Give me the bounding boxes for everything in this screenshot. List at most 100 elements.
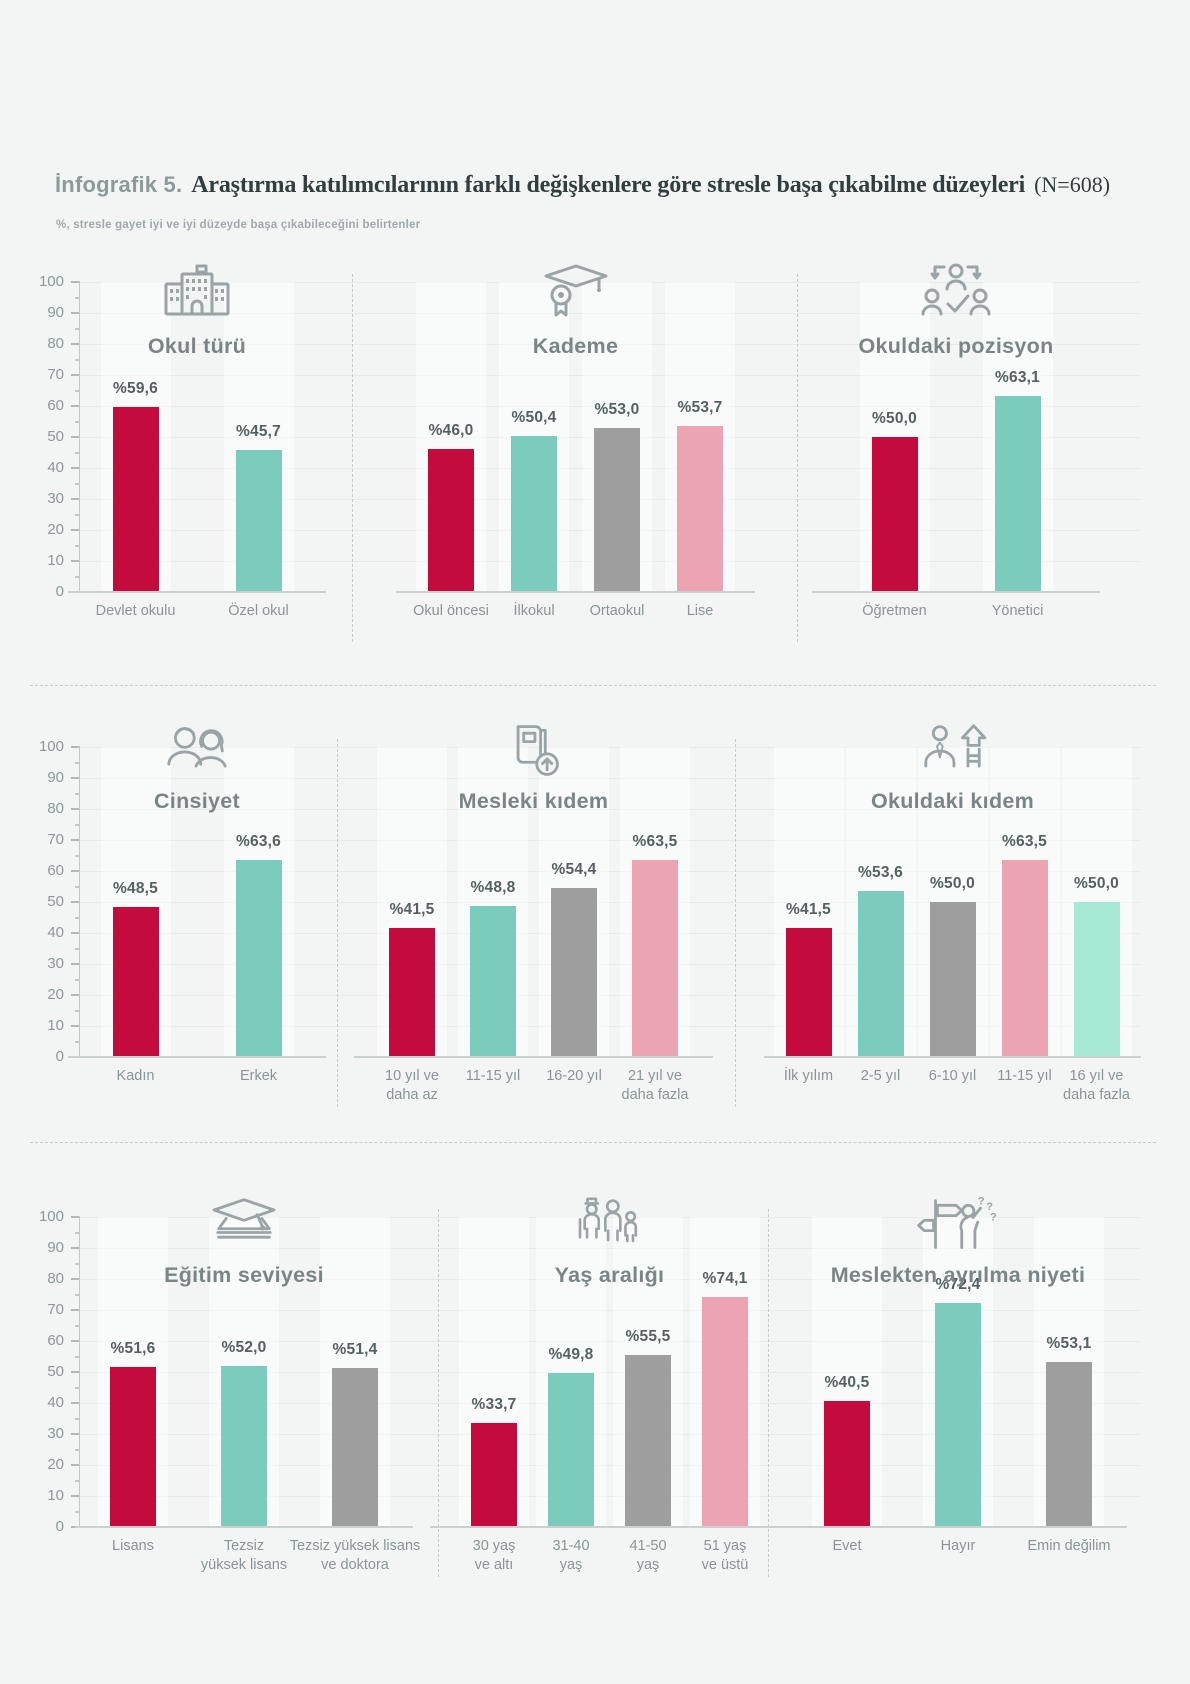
crossroads-person-icon: ? ? ? — [917, 1195, 997, 1249]
gridline — [80, 1248, 1140, 1249]
bar-group: %55,5 41-50 yaş — [613, 1217, 683, 1573]
bar-category-label: 2-5 yıl — [860, 1068, 901, 1084]
bar — [824, 1401, 870, 1527]
y-axis-tick — [71, 405, 80, 407]
y-axis-tick — [75, 451, 80, 454]
page-title: İnfografik 5. Araştırma katılımcılarının… — [55, 172, 1110, 199]
bar-category-label: 16 yıl ve daha fazla — [1063, 1068, 1130, 1103]
y-axis-tick — [75, 761, 80, 764]
y-axis-tick — [75, 1479, 80, 1482]
y-axis-tick — [75, 358, 80, 361]
chart-cinsiyet: Cinsiyet %48,5 Kadın %63,6 Erkek — [68, 715, 326, 1125]
page-title-text: Araştırma katılımcılarının farklı değişk… — [191, 172, 1026, 198]
y-axis-label: 10 — [47, 1487, 64, 1504]
y-axis-tick — [75, 1293, 80, 1296]
y-axis: 0 10 20 30 40 50 60 70 80 90 100 — [0, 273, 80, 600]
chart-row-3: 0 10 20 30 40 50 60 70 80 90 100 Eğitim seviyesi %… — [0, 1185, 1190, 1615]
bar — [221, 1365, 267, 1527]
bar-category-label: Lisans — [112, 1538, 154, 1554]
graduation-medal-icon — [544, 264, 607, 317]
row-divider — [30, 1142, 1156, 1143]
y-axis-label: 60 — [47, 397, 64, 414]
bar — [235, 450, 282, 592]
y-axis-tick — [71, 901, 80, 903]
bar-category-label: Yönetici — [991, 603, 1044, 619]
bar-category-label: Öğretmen — [862, 603, 927, 619]
y-axis-label: 80 — [47, 335, 64, 352]
bar-category-label: İlkokul — [513, 603, 555, 619]
y-axis-tick — [71, 436, 80, 438]
y-axis-tick — [75, 947, 80, 950]
bar-value-label: %53,6 — [858, 863, 903, 881]
chart-row-1: 0 10 20 30 40 50 60 70 80 90 100 — [0, 250, 1190, 680]
y-axis-label: 30 — [47, 490, 64, 507]
bar-category-label: 21 yıl ve daha fazla — [621, 1068, 689, 1103]
bar-value-label: %52,0 — [221, 1338, 267, 1356]
column-divider — [797, 274, 798, 642]
bar-group: %59,6 Devlet okulu — [96, 282, 175, 619]
y-axis-tick — [75, 1324, 80, 1327]
y-axis-label: 0 — [55, 1518, 64, 1535]
column-divider — [337, 739, 338, 1107]
y-axis-tick — [75, 885, 80, 888]
bar-value-label: %55,5 — [625, 1327, 671, 1345]
bar — [112, 906, 159, 1057]
bar-group: %46,0 Okul öncesi — [413, 282, 489, 619]
bar-group: %45,7 Özel okul — [223, 282, 294, 619]
y-axis-tick — [71, 312, 80, 314]
y-axis-tick — [75, 1386, 80, 1389]
bar-value-label: %33,7 — [471, 1395, 517, 1413]
bar-value-label: %45,7 — [236, 423, 281, 441]
chart-title: Okuldaki pozisyon — [858, 334, 1054, 358]
chart-title: Kademe — [532, 334, 619, 358]
bar-category-label: Okul öncesi — [413, 603, 489, 619]
bar-group: %53,0 Ortaokul — [582, 282, 652, 619]
bar — [632, 860, 678, 1057]
y-axis-tick — [75, 978, 80, 981]
bar-group: %72,4 Hayır — [923, 1217, 993, 1554]
bar-value-label: %53,0 — [594, 400, 640, 418]
bar-plot: %59,6 Devlet okulu %45,7 Özel okul — [68, 282, 326, 619]
bar-group: %40,5 Evet — [812, 1217, 882, 1554]
bar-value-label: %50,0 — [872, 410, 917, 427]
y-axis-label: 50 — [47, 1363, 64, 1380]
chart-header: Mesleki kıdem — [358, 721, 709, 814]
bar-category-label: Lise — [686, 603, 714, 619]
bar-category-label: Özel okul — [228, 603, 289, 619]
bar — [548, 1372, 594, 1527]
bar-plot: %40,5 Evet %72,4 Hayır %53,1 Emin değilim — [789, 1217, 1127, 1554]
bar-value-label: %41,5 — [389, 901, 435, 919]
y-axis-tick — [71, 374, 80, 376]
chart-title: Eğitim seviyesi — [164, 1263, 324, 1287]
y-axis-tick — [75, 1417, 80, 1420]
bar — [1001, 860, 1048, 1057]
y-axis-tick — [71, 1433, 80, 1435]
y-axis-tick — [75, 1040, 80, 1043]
bar-group: %41,5 10 yıl ve daha az — [377, 747, 447, 1103]
bar — [594, 427, 640, 592]
y-axis-tick — [75, 389, 80, 392]
bar — [785, 928, 832, 1057]
bar-group: %50,0 6-10 yıl — [917, 747, 988, 1084]
y-axis-tick — [71, 467, 80, 469]
gridline — [80, 1496, 1140, 1497]
bar-plot: %33,7 30 yaş ve altı %49,8 31-40 yaş %55,5 41… — [430, 1217, 789, 1573]
y-axis-tick — [75, 1355, 80, 1358]
chart-title: Mesleki kıdem — [458, 789, 609, 813]
bar-value-label: %63,6 — [236, 832, 281, 850]
bar — [511, 435, 557, 592]
gridline — [80, 840, 1140, 841]
bar-category-label: 6-10 yıl — [928, 1068, 977, 1084]
y-axis-tick — [75, 1448, 80, 1451]
bar-group: %63,1 Yönetici — [982, 282, 1053, 619]
y-axis-label: 90 — [47, 1239, 64, 1256]
chart-mesleki-kidem: Mesleki kıdem %41,5 10 yıl ve daha az %48,… — [354, 715, 713, 1125]
y-axis-label: 90 — [47, 769, 64, 786]
chart-header: Cinsiyet — [72, 721, 322, 814]
bar-value-label: %53,7 — [677, 398, 723, 416]
y-axis-tick — [75, 482, 80, 485]
gridline — [80, 1341, 1140, 1342]
y-axis-label: 70 — [47, 1301, 64, 1318]
man-woman-icon — [167, 727, 227, 768]
gridline — [80, 809, 1140, 810]
